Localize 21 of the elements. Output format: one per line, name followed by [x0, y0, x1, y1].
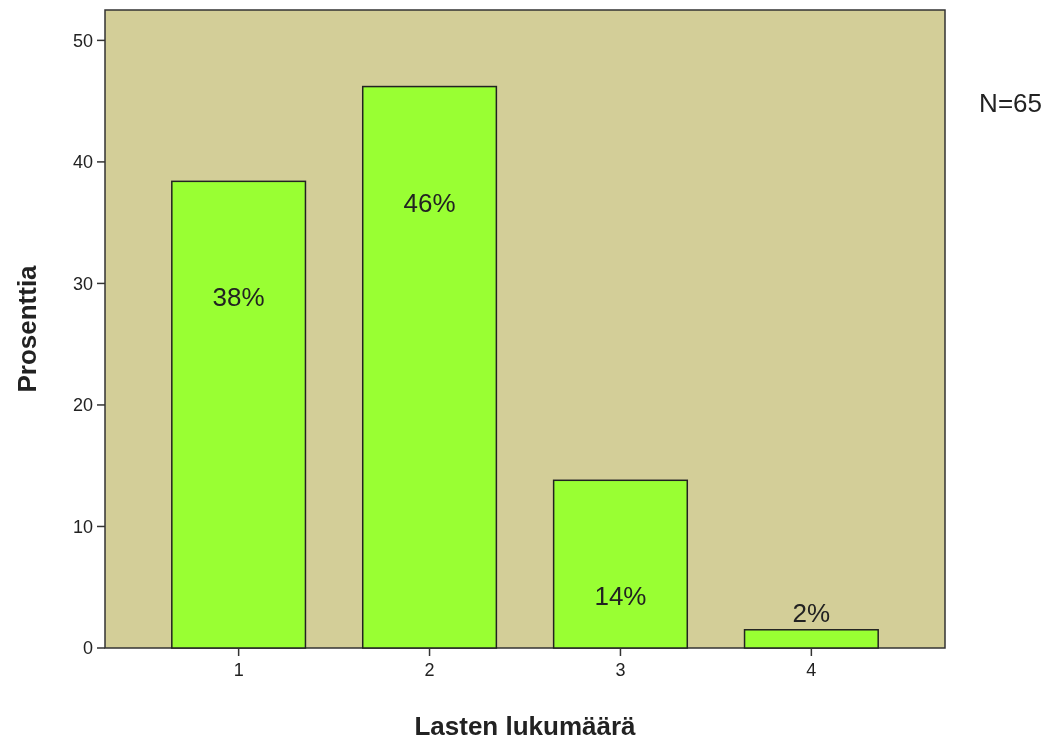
y-tick-label: 30: [72, 273, 93, 294]
y-tick-label: 40: [72, 152, 93, 173]
x-tick-label: 2: [424, 660, 435, 680]
x-axis-title: Lasten lukumäärä: [414, 711, 637, 741]
data-label: 38%: [212, 282, 265, 313]
data-label: 2%: [792, 597, 831, 628]
bar: [743, 629, 879, 649]
bar: [171, 180, 307, 649]
x-tick-label: 4: [806, 660, 817, 680]
data-label: 46%: [403, 187, 456, 218]
y-tick-label: 10: [72, 516, 93, 537]
x-tick-label: 3: [615, 660, 626, 680]
y-tick-label: 50: [72, 30, 93, 51]
text: N=65: [979, 88, 1042, 118]
bar: [361, 85, 498, 649]
data-label: 14%: [594, 581, 647, 612]
bar: [552, 479, 689, 649]
y-tick-label: 20: [72, 395, 93, 416]
y-axis-title: Prosenttia: [12, 264, 42, 393]
x-tick-label: 1: [233, 660, 244, 680]
y-tick-label: 0: [82, 638, 93, 659]
